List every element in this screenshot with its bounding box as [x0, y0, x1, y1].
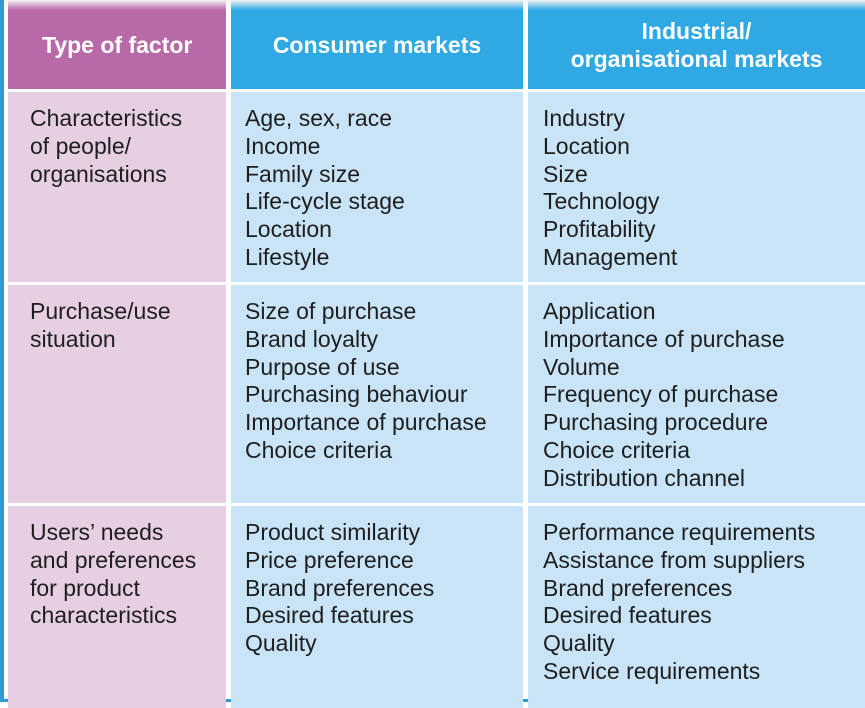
row2-industrial-item: Frequency of purchase — [543, 381, 779, 408]
row3-industrial-item: Service requirements — [543, 657, 761, 684]
row3-consumer-item: Product similarity — [245, 519, 421, 545]
row1-industrial-item: Industry — [543, 105, 625, 131]
row1-industrial-item: Location — [543, 132, 630, 159]
row2-factor-line: situation — [30, 325, 116, 352]
row2-industrial-item: Choice criteria — [543, 436, 690, 463]
row3-factor-cell: Users’ needs and preferences for product… — [8, 506, 226, 708]
row3-industrial-cell: Performance requirements Assistance from… — [528, 506, 865, 708]
header-industrial-line-1: Industrial/ — [641, 17, 752, 44]
header-consumer-markets: Consumer markets — [231, 0, 523, 89]
row2-consumer-item: Choice criteria — [245, 436, 392, 463]
row2-consumer-item: Size of purchase — [245, 298, 417, 324]
row1-consumer-item: Location — [245, 216, 332, 243]
row2-consumer-cell: Size of purchase Brand loyalty Purpose o… — [231, 285, 523, 503]
row2-consumer-item: Brand loyalty — [245, 325, 378, 352]
row3-consumer-item: Price preference — [245, 546, 414, 573]
row3-industrial-item: Assistance from suppliers — [543, 546, 806, 573]
row3-industrial-item: Brand preferences — [543, 574, 733, 601]
row1-industrial-cell: Industry Location Size Technology Profit… — [528, 92, 865, 282]
row2-consumer-item: Importance of purchase — [245, 409, 487, 436]
row1-consumer-cell: Age, sex, race Income Family size Life-c… — [231, 92, 523, 282]
row2-factor-cell: Purchase/use situation — [8, 285, 226, 503]
row2-industrial-item: Distribution channel — [543, 464, 746, 491]
row2-factor-line: Purchase/use — [30, 298, 171, 324]
row1-consumer-item: Family size — [245, 160, 361, 187]
row3-consumer-cell: Product similarity Price preference Bran… — [231, 506, 523, 708]
row1-industrial-item: Technology — [543, 188, 660, 215]
header-type-of-factor: Type of factor — [8, 0, 226, 89]
row3-factor-line: Users’ needs — [30, 519, 164, 545]
row2-industrial-cell: Application Importance of purchase Volum… — [528, 285, 865, 503]
row2-industrial-item: Importance of purchase — [543, 325, 785, 352]
row1-factor-line: organisations — [30, 160, 167, 187]
row3-consumer-item: Quality — [245, 630, 317, 657]
row2-consumer-item: Purchasing behaviour — [245, 381, 468, 408]
row1-industrial-item: Size — [543, 160, 588, 187]
row3-industrial-item: Performance requirements — [543, 519, 816, 545]
row3-factor-line: for product — [30, 574, 140, 601]
row1-consumer-item: Lifestyle — [245, 243, 330, 270]
row1-consumer-item: Income — [245, 132, 321, 159]
row2-consumer-item: Purpose of use — [245, 353, 400, 380]
row1-industrial-item: Management — [543, 243, 678, 270]
header-industrial-markets: Industrial/ organisational markets — [528, 0, 865, 89]
header-industrial-line-2: organisational markets — [570, 45, 823, 72]
row2-industrial-item: Application — [543, 298, 656, 324]
header-type-of-factor-label: Type of factor — [42, 31, 193, 58]
row1-industrial-item: Profitability — [543, 216, 656, 243]
row3-industrial-item: Desired features — [543, 602, 712, 629]
row2-industrial-item: Volume — [543, 353, 620, 380]
header-consumer-markets-label: Consumer markets — [272, 31, 482, 58]
row3-factor-line: and preferences — [30, 546, 197, 573]
row2-industrial-item: Purchasing procedure — [543, 409, 769, 436]
row1-factor-cell: Characteristics of people/ organisations — [8, 92, 226, 282]
row1-factor-line: of people/ — [30, 132, 132, 159]
row3-factor-line: characteristics — [30, 602, 177, 629]
row1-consumer-item: Age, sex, race — [245, 105, 393, 131]
row3-consumer-item: Desired features — [245, 602, 414, 629]
row3-consumer-item: Brand preferences — [245, 574, 435, 601]
row1-consumer-item: Life-cycle stage — [245, 188, 405, 215]
segmentation-table: Type of factor Consumer markets Industri… — [8, 0, 865, 708]
row3-industrial-item: Quality — [543, 630, 615, 657]
row1-factor-line: Characteristics — [30, 105, 183, 131]
